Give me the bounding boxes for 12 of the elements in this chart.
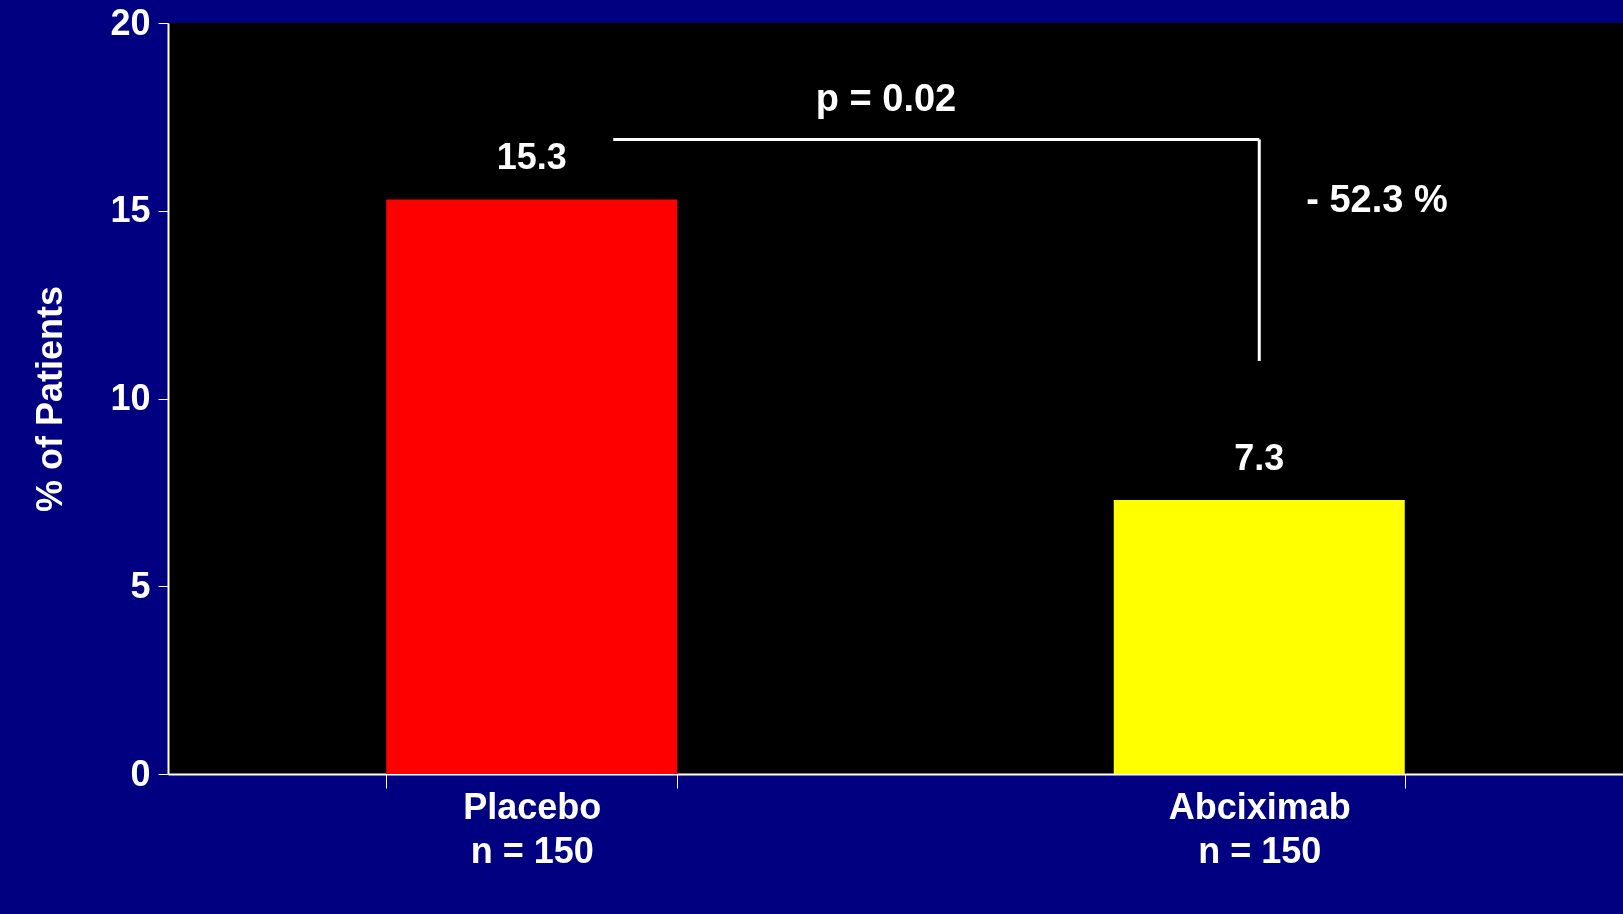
annotation: - 52.3 % [1306,178,1448,220]
y-tick-label: 15 [110,189,151,231]
y-tick-label: 0 [130,752,151,794]
y-tick-label: 20 [110,1,151,43]
y-tick-label: 10 [110,377,151,418]
annotation: p = 0.02 [815,77,957,119]
x-tick-label: Abciximab n = 150 [1168,785,1351,871]
y-tick-label: 5 [130,564,151,606]
y-axis-title: % of Patients [29,285,71,513]
data-label: 15.3 [496,136,567,178]
data-label: 7.3 [1234,436,1285,478]
x-tick-label: Placebo n = 150 [463,785,602,871]
